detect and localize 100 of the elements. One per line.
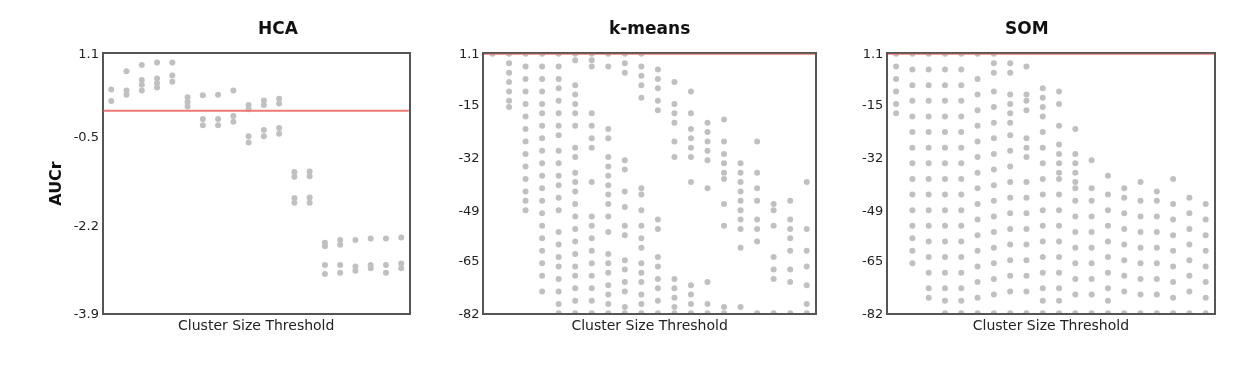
y-tick-label: -82 (458, 305, 480, 321)
point (1056, 222, 1063, 229)
point (605, 282, 612, 289)
point (572, 200, 579, 207)
point (687, 135, 694, 142)
point (1153, 291, 1160, 298)
point (522, 138, 529, 145)
point (260, 133, 267, 140)
point (588, 110, 595, 117)
point (1023, 135, 1030, 142)
point (1088, 213, 1095, 220)
point (893, 88, 900, 95)
point (1056, 175, 1063, 182)
point (687, 291, 694, 298)
point (337, 241, 344, 248)
point (925, 191, 932, 198)
point (539, 75, 546, 82)
point (169, 59, 176, 66)
point (1121, 225, 1128, 232)
point (555, 97, 562, 104)
point (974, 232, 981, 239)
point (1039, 104, 1046, 111)
point (260, 102, 267, 109)
point (382, 235, 389, 242)
point (352, 237, 359, 244)
point (588, 235, 595, 242)
point (687, 125, 694, 132)
point (1007, 60, 1014, 67)
point (291, 173, 298, 180)
point (1088, 185, 1095, 192)
point (803, 247, 810, 254)
point (1023, 144, 1030, 151)
point (1121, 272, 1128, 279)
point (588, 297, 595, 304)
point (754, 138, 761, 145)
point (974, 91, 981, 98)
point (306, 173, 313, 180)
point (909, 191, 916, 198)
point (1056, 141, 1063, 148)
point (1088, 157, 1095, 164)
point (941, 285, 948, 292)
point (1088, 260, 1095, 267)
point (1056, 285, 1063, 292)
point (1121, 288, 1128, 295)
point (1153, 213, 1160, 220)
y-tick-label: -49 (458, 202, 480, 218)
point (1007, 241, 1014, 248)
point (276, 130, 283, 137)
point (555, 63, 562, 70)
point (990, 182, 997, 189)
point (638, 244, 645, 251)
point (737, 160, 744, 167)
point (770, 254, 777, 261)
point (1088, 244, 1095, 251)
point (925, 175, 932, 182)
point (1023, 225, 1030, 232)
point (671, 294, 678, 301)
point (654, 263, 661, 270)
point (909, 97, 916, 104)
point (1202, 263, 1209, 270)
point (941, 82, 948, 89)
point (909, 260, 916, 267)
point (1023, 288, 1030, 295)
point (621, 166, 628, 173)
point (588, 272, 595, 279)
point (555, 85, 562, 92)
point (572, 179, 579, 186)
point (555, 75, 562, 82)
point (1072, 125, 1079, 132)
point (555, 207, 562, 214)
point (1121, 241, 1128, 248)
point (605, 260, 612, 267)
point (1039, 269, 1046, 276)
point (974, 138, 981, 145)
point (352, 267, 359, 274)
chart-title: k-means (609, 18, 691, 38)
point (1023, 257, 1030, 264)
point (990, 150, 997, 157)
point (909, 82, 916, 89)
point (522, 150, 529, 157)
point (588, 57, 595, 64)
point (704, 129, 711, 136)
point (1202, 200, 1209, 207)
x-axis-title: Cluster Size Threshold (972, 317, 1130, 334)
point (588, 144, 595, 151)
point (958, 129, 965, 136)
point (909, 247, 916, 254)
point (572, 285, 579, 292)
point (215, 116, 222, 123)
point (754, 216, 761, 223)
point (909, 222, 916, 229)
point (704, 138, 711, 145)
y-tick-label: -2.2 (73, 217, 100, 233)
point (1170, 294, 1177, 301)
point (787, 197, 794, 204)
point (958, 191, 965, 198)
point (1023, 272, 1030, 279)
point (276, 95, 283, 102)
point (671, 100, 678, 107)
point (721, 138, 728, 145)
